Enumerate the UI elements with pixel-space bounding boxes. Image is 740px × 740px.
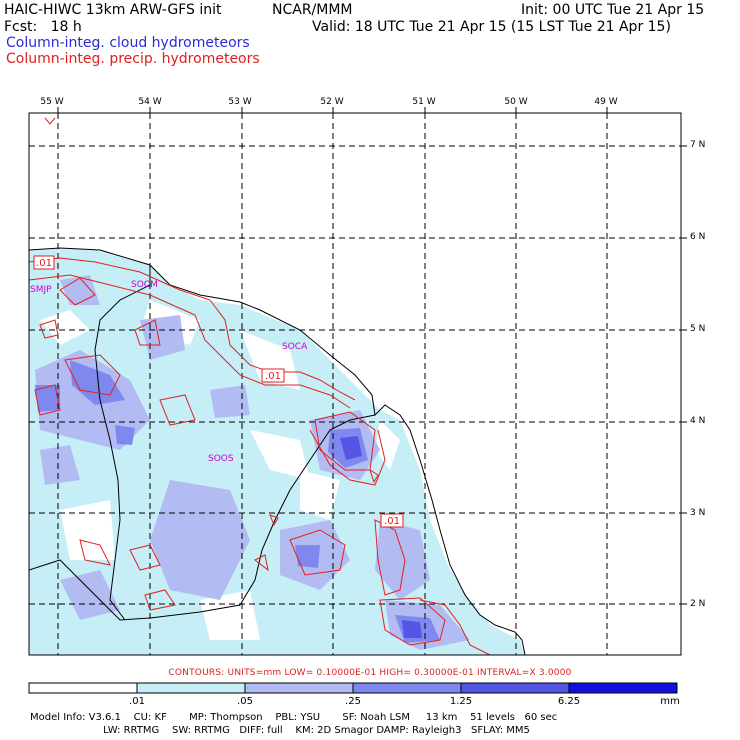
station-label: SOCM <box>131 280 158 290</box>
lon-label: 50 W <box>504 97 528 107</box>
model-title: HAIC-HIWC 13km ARW-GFS init <box>4 2 222 18</box>
station-label: SOOS <box>208 454 234 464</box>
shade-region <box>35 275 470 650</box>
colorbar-tick: .25 <box>345 696 361 707</box>
border-path <box>29 414 376 621</box>
lat-label: 7 N <box>690 140 706 150</box>
shade-region <box>35 360 440 643</box>
graticule <box>29 113 681 655</box>
field-precip-label: Column-integ. precip. hydrometeors <box>6 51 260 67</box>
colorbar-tick: .01 <box>129 696 145 707</box>
shade-gap <box>40 300 400 640</box>
coastline <box>29 247 526 655</box>
colorbar-segment <box>460 682 570 694</box>
border-path <box>94 265 151 621</box>
contour-label-box: .01 <box>380 513 404 528</box>
lon-label: 53 W <box>228 97 252 107</box>
lon-label: 54 W <box>138 97 162 107</box>
map-frame <box>28 112 682 656</box>
org-label: NCAR/MMM <box>272 2 353 18</box>
init-time: Init: 00 UTC Tue 21 Apr 15 <box>521 2 705 18</box>
colorbar-segment <box>28 682 138 694</box>
coastline-path <box>29 247 526 655</box>
lon-label: 52 W <box>320 97 344 107</box>
contour-label-box: .01 <box>33 255 55 270</box>
lat-label: 5 N <box>690 324 706 334</box>
colorbar-segment <box>136 682 246 694</box>
colorbar-tick: 1.25 <box>449 696 473 707</box>
station-label: SOCA <box>282 342 308 352</box>
contour-label-box: .01 <box>261 368 285 383</box>
colorbar <box>28 682 678 694</box>
lat-label: 4 N <box>690 416 706 426</box>
model-info-line1: Model Info: V3.6.1 CU: KF MP: Thompson P… <box>30 712 558 723</box>
valid-time: Valid: 18 UTC Tue 21 Apr 15 (15 LST Tue … <box>312 19 671 35</box>
lon-label: 55 W <box>40 97 64 107</box>
contours-info: CONTOURS: UNITS=mm LOW= 0.10000E-01 HIGH… <box>168 668 572 678</box>
colorbar-segment <box>568 682 678 694</box>
forecast-hour: Fcst: 18 h <box>4 19 82 35</box>
colorbar-segment <box>352 682 462 694</box>
precip-contours <box>29 117 491 655</box>
model-info-line2: LW: RRTMG SW: RRTMG DIFF: full KM: 2D Sm… <box>30 725 530 736</box>
lat-label: 6 N <box>690 232 706 242</box>
colorbar-segment <box>244 682 354 694</box>
station-label: SMJP <box>30 285 52 295</box>
lat-label: 3 N <box>690 508 706 518</box>
shaded-field <box>29 248 525 655</box>
contour-label: .01 <box>384 516 400 527</box>
axis-ticks <box>57 107 687 605</box>
colorbar-tick: 6.25 <box>557 696 581 707</box>
lat-label: 2 N <box>690 599 706 609</box>
field-cloud-label: Column-integ. cloud hydrometeors <box>6 35 250 51</box>
lon-label: 51 W <box>412 97 436 107</box>
colorbar-tick: .05 <box>237 696 253 707</box>
shade-region <box>340 436 422 638</box>
contour-label: .01 <box>265 371 281 382</box>
contour-label: .01 <box>36 258 52 269</box>
colorbar-unit: mm <box>660 696 680 707</box>
lon-label: 49 W <box>594 97 618 107</box>
